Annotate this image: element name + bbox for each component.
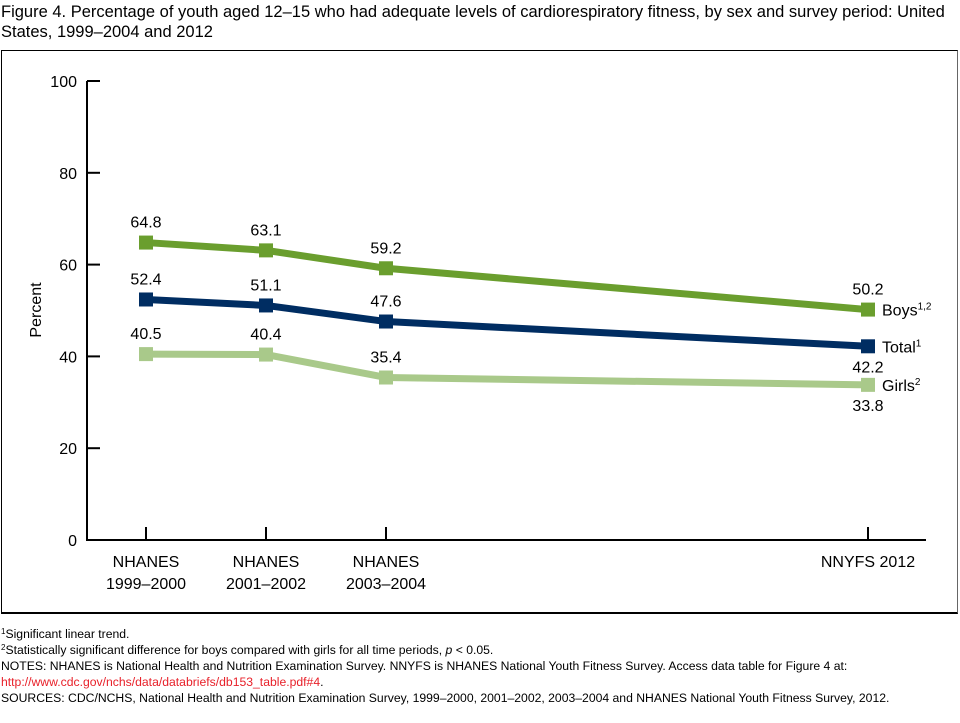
y-tick-label: 40: [59, 349, 77, 366]
footnote-1-marker: 1: [1, 627, 6, 636]
data-marker-boys: [259, 243, 273, 258]
data-labels: 64.8 63.1 59.2 50.2 Boys1,2 52.4 51.1 47.6 42.2 T…: [130, 215, 931, 415]
x-tick-label: NHANES: [353, 554, 420, 571]
data-label-boys: 63.1: [250, 222, 281, 239]
data-table-link-line: http://www.cdc.gov/nchs/data/databriefs/…: [1, 674, 956, 690]
data-label-total: 51.1: [250, 277, 281, 294]
data-label-total: 52.4: [130, 271, 161, 288]
series-layer: [139, 235, 875, 392]
legend-label-total: Total1: [882, 338, 922, 356]
sources-text: SOURCES: CDC/NCHS, National Health and N…: [1, 691, 890, 705]
data-marker-boys: [861, 302, 875, 317]
data-label-girls: 40.4: [250, 327, 281, 344]
legend-label-boys: Boys1,2: [882, 302, 932, 320]
y-tick-label: 100: [50, 74, 77, 91]
axes: 0 20 40 60 80 100 Percent NHANES 1999–2000 NHANES…: [28, 74, 926, 593]
chart-frame: [1, 50, 958, 614]
data-marker-total: [861, 339, 875, 354]
data-label-boys: 50.2: [852, 282, 883, 299]
data-label-total: 42.2: [852, 359, 883, 376]
data-marker-girls: [139, 347, 153, 362]
footnote-2-text: Statistically significant difference for…: [5, 643, 446, 657]
data-marker-girls: [379, 370, 393, 385]
footnote-2-marker: 2: [1, 643, 6, 652]
legend-superscript: 2: [915, 377, 921, 388]
footnotes: 1Significant linear trend. 2Statisticall…: [1, 626, 956, 706]
footnote-2-p: p: [445, 643, 453, 657]
legend-superscript: 1,2: [918, 302, 932, 313]
data-label-girls: 35.4: [370, 350, 401, 367]
data-label-boys: 64.8: [130, 215, 161, 232]
legend-superscript: 1: [916, 338, 922, 349]
data-marker-total: [139, 292, 153, 307]
data-marker-total: [259, 298, 273, 313]
footnote-1: 1Significant linear trend.: [1, 626, 956, 642]
x-tick-label: NHANES: [113, 554, 180, 571]
series-line-girls: [145, 350, 869, 389]
data-marker-girls: [259, 347, 273, 362]
y-tick-label: 20: [59, 441, 77, 458]
footnote-1-text: Significant linear trend.: [5, 627, 130, 641]
link-tail: .: [320, 675, 324, 689]
y-tick-label: 0: [68, 533, 77, 550]
x-tick-label: NHANES: [233, 554, 300, 571]
data-marker-total: [379, 314, 393, 329]
notes-text: NOTES: NHANES is National Health and Nut…: [1, 659, 848, 673]
y-axis-label: Percent: [28, 282, 45, 338]
data-label-total: 47.6: [370, 294, 401, 311]
data-label-girls: 40.5: [130, 326, 161, 343]
figure-title: Figure 4. Percentage of youth aged 12–15…: [1, 3, 945, 41]
data-marker-boys: [379, 261, 393, 276]
y-tick-label: 60: [59, 258, 77, 275]
data-label-girls: 33.8: [852, 398, 883, 415]
x-tick-label: NNYFS 2012: [821, 554, 915, 571]
legend-label-girls: Girls2: [882, 377, 921, 395]
x-tick-label: 1999–2000: [106, 576, 186, 593]
y-tick-label: 80: [59, 166, 77, 183]
x-tick-label: 2001–2002: [226, 576, 306, 593]
footnote-2: 2Statistically significant difference fo…: [1, 642, 956, 658]
series-line-total: [145, 295, 869, 350]
footnote-2-tail: < 0.05.: [452, 643, 494, 657]
series-line-boys: [145, 239, 869, 314]
x-tick-label: 2003–2004: [346, 576, 426, 593]
data-marker-girls: [861, 377, 875, 392]
data-marker-boys: [139, 235, 153, 250]
data-label-boys: 59.2: [370, 240, 401, 257]
data-table-link[interactable]: http://www.cdc.gov/nchs/data/databriefs/…: [1, 675, 321, 689]
